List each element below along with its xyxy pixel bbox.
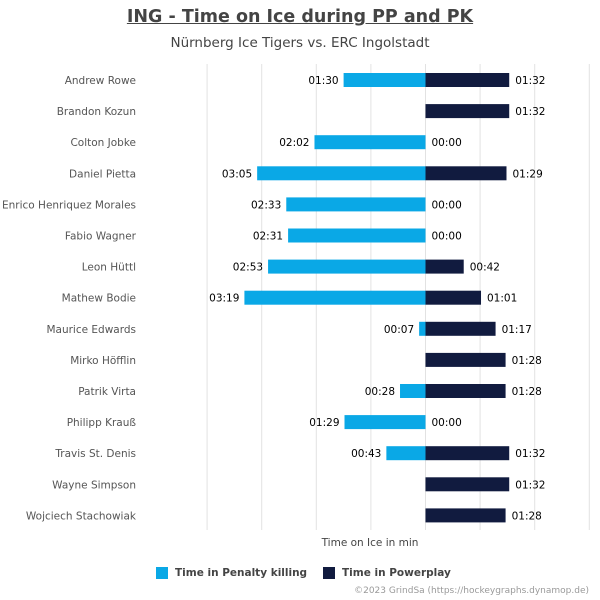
- pk-data-label: 01:30: [308, 75, 338, 87]
- legend: Time in Penalty killing Time in Powerpla…: [0, 567, 600, 585]
- pk-bar: [343, 73, 426, 87]
- pp-data-label: 01:32: [515, 106, 545, 118]
- legend-item-powerplay: Time in Powerplay: [323, 567, 451, 579]
- legend-item-penalty-killing: Time in Penalty killing: [156, 567, 307, 579]
- category-label: Patrik Virta: [78, 386, 136, 398]
- pk-bar: [419, 321, 426, 336]
- pk-data-label: 02:31: [253, 231, 283, 243]
- legend-swatch-pp: [323, 567, 335, 579]
- pp-data-label: 00:42: [470, 262, 500, 274]
- pk-data-label: 00:28: [365, 386, 395, 398]
- pp-bar: [425, 384, 506, 398]
- category-label: Maurice Edwards: [46, 324, 136, 336]
- diverging-bar-chart: 01:30 01:32 01:32 02:02 00:00 03:05 01:29 02:33…: [2, 64, 590, 549]
- pp-data-label: 01:17: [502, 324, 532, 336]
- category-label: Fabio Wagner: [65, 231, 137, 243]
- chart-title: ING - Time on Ice during PP and PK: [126, 7, 474, 27]
- pp-bar: [425, 446, 510, 461]
- pp-data-label: 01:32: [515, 448, 545, 460]
- pp-data-label: 01:32: [515, 75, 545, 87]
- pp-data-label: 01:01: [487, 293, 517, 305]
- pp-data-label: 00:00: [432, 231, 462, 243]
- pp-bar: [425, 166, 507, 181]
- category-label: Wayne Simpson: [52, 479, 136, 491]
- pk-bar: [244, 290, 426, 305]
- pk-data-label: 02:33: [251, 199, 281, 211]
- legend-label-pp: Time in Powerplay: [342, 567, 451, 579]
- pk-data-label: 01:29: [309, 417, 339, 429]
- pp-data-label: 00:00: [432, 199, 462, 211]
- pp-bar: [425, 508, 506, 523]
- pp-bar: [425, 73, 510, 87]
- pp-bar: [425, 290, 482, 305]
- pp-bar: [425, 259, 464, 274]
- pk-bar: [400, 384, 426, 398]
- pp-data-label: 01:28: [512, 386, 542, 398]
- category-label: Mirko Höfflin: [70, 355, 136, 367]
- credit-text: ©2023 GrindSa (https://hockeygraphs.dyna…: [354, 586, 589, 596]
- pk-bar: [344, 415, 426, 430]
- pp-bar: [425, 104, 510, 119]
- pk-data-label: 00:43: [351, 448, 381, 460]
- category-label: Travis St. Denis: [54, 448, 136, 460]
- pk-data-label: 03:05: [222, 168, 252, 180]
- category-label: Leon Hüttl: [82, 262, 136, 274]
- pp-bar: [425, 321, 496, 336]
- pk-bar: [268, 259, 426, 274]
- pk-bar: [288, 228, 426, 243]
- pp-data-label: 01:28: [512, 510, 542, 522]
- category-label: Colton Jobke: [70, 137, 136, 149]
- legend-label-pk: Time in Penalty killing: [175, 567, 308, 579]
- x-axis-label: Time on Ice in min: [321, 537, 419, 549]
- pp-bar: [425, 477, 510, 492]
- pk-bar: [386, 446, 426, 461]
- category-label: Brandon Kozun: [57, 106, 136, 118]
- pk-bar: [286, 197, 426, 212]
- chart-subtitle: Nürnberg Ice Tigers vs. ERC Ingolstadt: [170, 35, 430, 51]
- pk-bar: [314, 135, 426, 150]
- pp-bar: [425, 352, 506, 367]
- pp-data-label: 01:28: [512, 355, 542, 367]
- pp-data-label: 01:29: [512, 168, 542, 180]
- pp-data-label: 00:00: [432, 137, 462, 149]
- category-label: Andrew Rowe: [65, 75, 136, 87]
- category-label: Daniel Pietta: [69, 168, 136, 180]
- category-label: Wojciech Stachowiak: [26, 510, 137, 522]
- category-label: Enrico Henriquez Morales: [2, 199, 136, 211]
- pk-data-label: 02:02: [279, 137, 309, 149]
- category-label: Philipp Krauß: [67, 417, 137, 429]
- pk-data-label: 02:53: [233, 262, 263, 274]
- pk-data-label: 00:07: [384, 324, 414, 336]
- pk-data-label: 03:19: [209, 293, 239, 305]
- category-label: Mathew Bodie: [62, 293, 136, 305]
- pk-bar: [257, 166, 426, 181]
- pp-data-label: 00:00: [432, 417, 462, 429]
- pp-data-label: 01:32: [515, 479, 545, 491]
- legend-swatch-pk: [156, 567, 168, 579]
